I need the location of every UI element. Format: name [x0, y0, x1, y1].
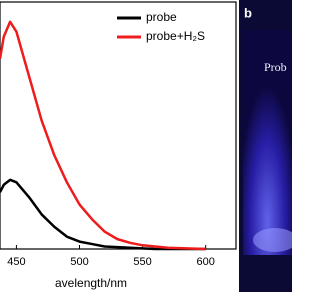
x-tick-label: 450 [7, 256, 25, 268]
legend-label: probe+H₂S [146, 29, 205, 43]
plot-frame [0, 1, 237, 250]
x-tick-label: 600 [197, 256, 215, 268]
x-tick-label: 550 [133, 256, 151, 268]
line-series [0, 20, 206, 251]
vial [243, 30, 292, 255]
photo-caption: Prob [264, 60, 287, 74]
vial-glow [253, 228, 292, 252]
x-tick-label: 500 [70, 256, 88, 268]
plot-background [0, 0, 236, 292]
legend-label: probe [146, 10, 177, 24]
panel-label: b [244, 5, 252, 20]
x-axis-label: avelength/nm [55, 276, 127, 290]
line-series [0, 178, 206, 251]
